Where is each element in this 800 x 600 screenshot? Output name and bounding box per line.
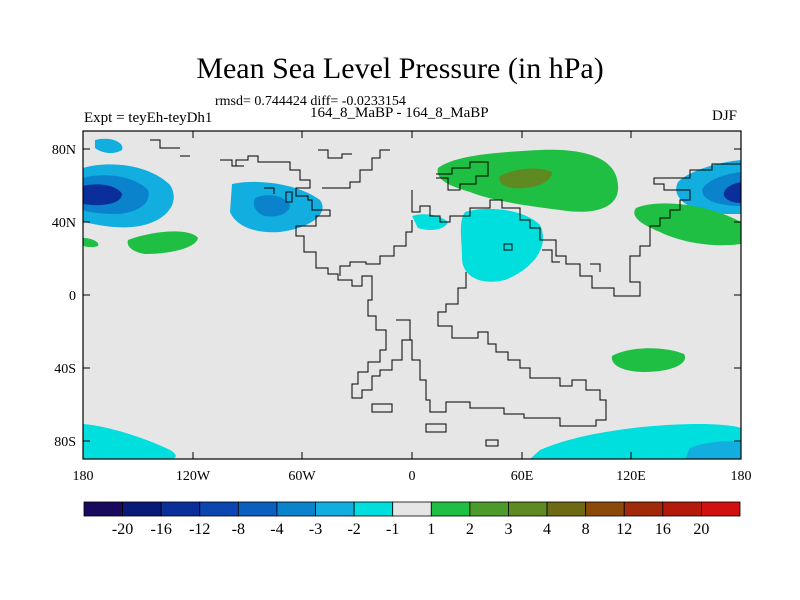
colorbar-swatch [469,501,509,517]
anomaly-arctic-strip [95,138,123,154]
runs-label: 164_8_MaBP - 164_8_MaBP [310,105,489,121]
colorbar-swatch [701,501,741,517]
lon-label-0: 0 [409,469,416,484]
colorbar-label: -12 [189,521,210,538]
axis-ticks [82,131,742,459]
colorbar-swatch [237,501,278,517]
anomaly-antarctic-east [530,424,741,459]
anomaly-central-asia [460,208,544,282]
colorbar-swatch [508,501,548,517]
colorbar-label: 16 [655,521,671,538]
colorbar-label: -16 [151,521,172,538]
lat-label-40n: 40N [52,216,76,231]
colorbar-label: 8 [582,521,590,538]
anomaly-north-pacific-west-center [83,184,122,206]
colorbar-swatch [199,501,239,517]
colorbar-label: -1 [386,521,399,538]
anomaly-north-pacific-east-center [723,182,741,203]
colorbar-swatch [585,501,625,517]
map-background [83,131,741,459]
colorbar-label: -8 [232,521,245,538]
colorbar-swatch [122,501,162,517]
colorbar-swatch [546,501,587,517]
colorbar-label: 4 [543,521,551,538]
colorbar-label: 12 [616,521,632,538]
colorbar-swatch [315,501,355,517]
anomaly-antarctic-west [83,424,176,459]
colorbar-label: -4 [270,521,283,538]
coastlines [150,139,741,447]
colorbar-label: 1 [427,521,435,538]
season-label: DJF [712,108,738,124]
lat-label-80s: 80S [54,435,76,450]
lat-label-40s: 40S [54,362,76,377]
lat-label-80n: 80N [52,143,76,158]
anomaly-east-pacific [127,231,198,254]
colorbar-swatch [83,501,123,517]
lat-label-0: 0 [69,289,76,304]
anomaly-south-indian [611,348,686,372]
lon-label-60w: 60W [288,469,316,484]
anomaly-fields [83,138,741,459]
anomaly-antarctic-east-core [685,441,741,459]
experiment-label: Expt = teyEh-teyDh1 [84,110,213,126]
lon-label-180w: 180 [73,469,94,484]
colorbar-label: 20 [693,521,709,538]
lon-label-120w: 120W [176,469,211,484]
colorbar-swatch [160,501,201,517]
stats-line: rmsd= 0.744424 diff= -0.0233154 [215,94,406,109]
anomaly-west-edge-green [83,238,99,248]
colorbar-swatch [662,501,702,517]
colorbar-label: 2 [466,521,474,538]
colorbar-label: -3 [309,521,322,538]
colorbar-swatch [276,501,316,517]
lon-label-120e: 120E [616,469,646,484]
anomaly-north-america-core [253,195,290,217]
colorbar-label: -2 [347,521,360,538]
colorbar-swatch [430,501,471,517]
colorbar-label: 3 [504,521,512,538]
lon-label-60e: 60E [511,469,534,484]
colorbar-label: -20 [112,521,133,538]
colorbar-swatch [392,501,432,517]
anomaly-mediterranean [412,214,448,230]
anomaly-west-pacific [634,203,741,246]
colorbar-swatch [623,501,664,517]
lon-label-180e: 180 [731,469,752,484]
anomaly-north-eurasia-core [499,168,552,189]
map-title: Mean Sea Level Pressure (in hPa) [196,52,604,85]
colorbar-swatch [353,501,394,517]
colorbar: -20 -16 -12 -8 -4 -3 -2 -1 1 2 3 4 8 12 16 20 [83,501,741,538]
